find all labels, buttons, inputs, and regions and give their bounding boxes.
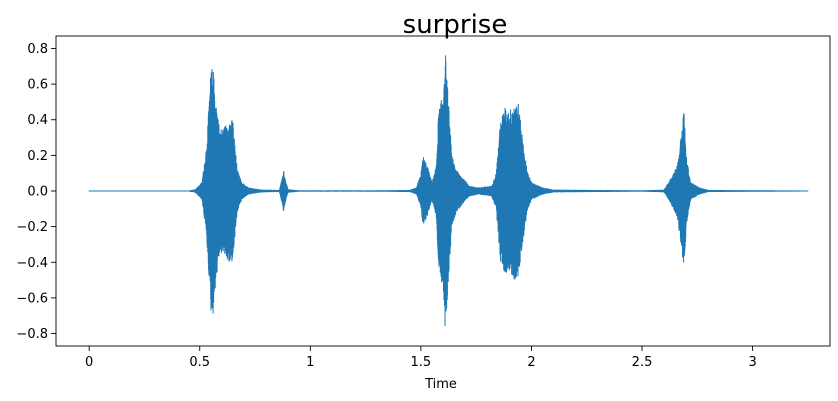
waveform-series [88,55,809,326]
x-tick-label: 1 [306,355,314,370]
y-tick-label: −0.8 [16,327,48,342]
y-tick-label: −0.6 [16,291,48,306]
y-tick-label: 0.4 [27,113,48,128]
x-tick-label: 0 [85,355,93,370]
axis-ticks: 0 0.5 1 1.5 2 2.5 3 0.8 0.6 0.4 0.2 0.0 −0.2 −0.4 −0.6… [16,42,756,370]
x-tick-label: 3 [748,355,756,370]
y-tick-label: 0.2 [27,149,48,164]
y-tick-label: −0.4 [16,256,48,271]
x-tick-label: 2.5 [632,355,653,370]
x-tick-label: 0.5 [189,355,210,370]
y-tick-label: 0.6 [27,78,48,93]
y-tick-label: 0.8 [27,42,48,57]
x-tick-label: 2 [527,355,535,370]
y-tick-label: 0.0 [27,185,48,200]
plot-frame [55,35,831,347]
y-tick-label: −0.2 [16,220,48,235]
waveform-line [88,55,809,326]
x-axis-title: Time [424,377,457,392]
x-tick-label: 1.5 [411,355,432,370]
chart-title: surprise [403,10,508,40]
